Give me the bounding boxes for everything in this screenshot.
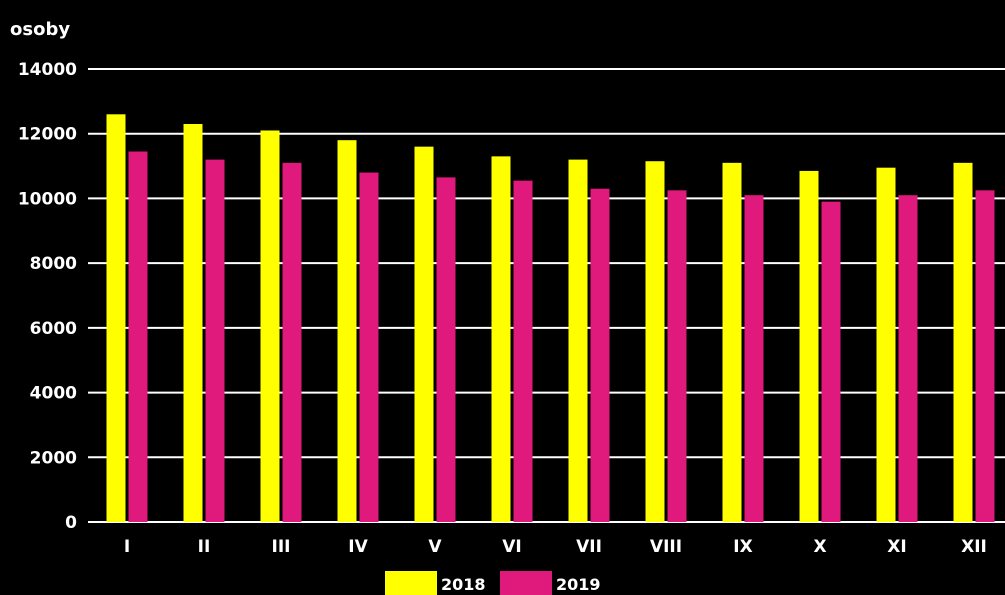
bar-2019-III: [282, 162, 302, 523]
y-tick-label: 0: [65, 513, 77, 533]
bar-2018-III: [260, 130, 280, 522]
bar-2018-VIII: [645, 161, 665, 523]
x-tick-label: XI: [887, 537, 906, 557]
bar-2019-XI: [898, 195, 918, 522]
y-tick-label: 14000: [18, 60, 77, 80]
bar-2018-IV: [337, 140, 357, 522]
y-tick-label: 2000: [30, 448, 77, 468]
legend-swatch-2018: [385, 571, 437, 595]
bars: [106, 114, 995, 523]
y-tick-label: 6000: [30, 319, 77, 339]
bar-2018-I: [106, 114, 126, 523]
y-tick-label: 8000: [30, 254, 77, 274]
y-tick-label: 10000: [18, 189, 77, 209]
legend-label-2018: 2018: [441, 575, 486, 594]
x-tick-label: VI: [502, 537, 521, 557]
x-tick-label: X: [813, 537, 826, 557]
legend-swatch-2019: [500, 571, 552, 595]
bar-2019-IX: [744, 195, 764, 522]
bar-2018-V: [414, 146, 434, 522]
bar-2019-IV: [359, 172, 379, 523]
gridlines: [88, 68, 1005, 523]
bar-2018-VII: [568, 159, 588, 522]
bar-2019-VI: [513, 180, 533, 522]
x-tick-label: IV: [348, 537, 368, 557]
x-tick-label: V: [428, 537, 442, 557]
x-tick-label: XII: [961, 537, 987, 557]
x-tick-label: IX: [733, 537, 752, 557]
bar-2019-VII: [590, 188, 610, 522]
bar-2019-II: [205, 159, 225, 522]
bar-2018-VI: [491, 156, 511, 522]
bar-2018-XI: [876, 167, 896, 523]
x-tick-label: III: [272, 537, 291, 557]
legend-label-2019: 2019: [556, 575, 601, 594]
bar-2018-X: [799, 170, 819, 523]
bar-2018-IX: [722, 162, 742, 523]
x-tick-label: VII: [576, 537, 602, 557]
bar-2019-X: [821, 201, 841, 522]
y-tick-labels: 0 2000 4000 6000 8000 10000 12000 14000: [18, 60, 77, 533]
bar-2018-II: [183, 124, 203, 522]
x-tick-labels: I II III IV V VI VII VIII IX X XI XII: [124, 537, 987, 557]
legend: 2018 2019: [385, 571, 601, 595]
bar-2019-VIII: [667, 190, 687, 522]
x-tick-label: II: [198, 537, 211, 557]
bar-2019-V: [436, 177, 456, 522]
x-tick-label: VIII: [650, 537, 682, 557]
x-tick-label: I: [124, 537, 130, 557]
bar-2019-I: [128, 151, 148, 522]
bar-2018-XII: [953, 162, 973, 523]
y-axis-label: osoby: [10, 19, 70, 40]
y-tick-label: 4000: [30, 384, 77, 404]
bar-2019-XII: [975, 190, 995, 522]
y-tick-label: 12000: [18, 125, 77, 145]
